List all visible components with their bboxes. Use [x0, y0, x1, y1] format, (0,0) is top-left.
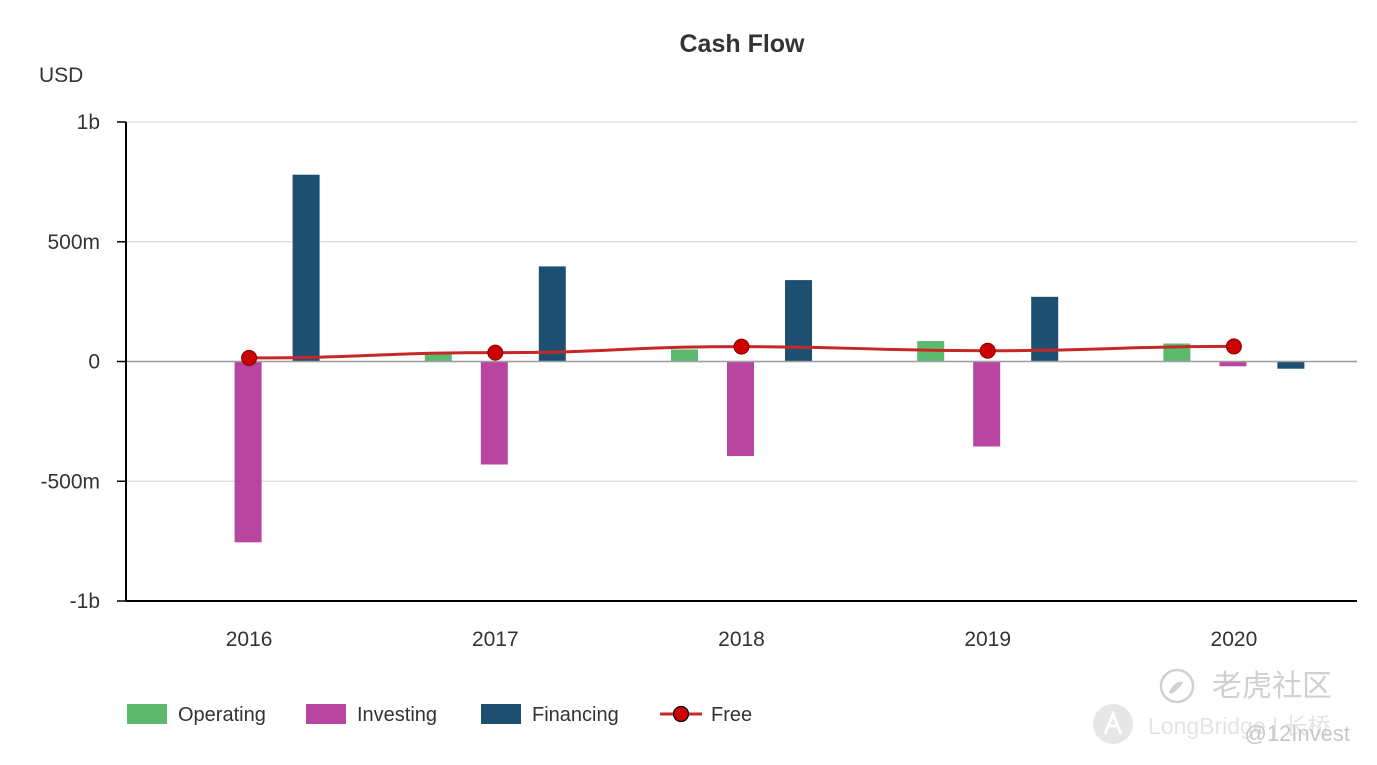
- legend[interactable]: Operating Investing Financing Free: [127, 704, 752, 726]
- bar-operating-2018: [671, 349, 698, 362]
- watermark-user: @12Invest: [1245, 721, 1351, 746]
- legend-item-operating[interactable]: Operating: [127, 704, 266, 726]
- y-tick-label: -1b: [70, 590, 100, 613]
- y-axis-ticks: 1b 500m 0 -500m -1b: [40, 111, 126, 613]
- legend-swatch: [306, 704, 346, 724]
- free-point-2018: [733, 338, 750, 355]
- legend-item-free[interactable]: Free: [660, 704, 752, 726]
- y-tick-label: -500m: [40, 470, 100, 493]
- bar-operating-2017: [424, 353, 452, 362]
- free-point-2016: [241, 349, 258, 366]
- bar-financing-2016: [292, 174, 320, 362]
- bar-investing-2016: [234, 361, 262, 543]
- x-tick-label: 2018: [718, 628, 765, 651]
- watermark-logo-icon: [1159, 668, 1195, 704]
- x-tick-label: 2019: [964, 628, 1011, 651]
- y-tick-label: 1b: [77, 111, 100, 134]
- bar-investing-2018: [727, 361, 754, 457]
- legend-label: Operating: [178, 704, 266, 726]
- y-tick-label: 500m: [47, 231, 100, 254]
- x-tick-label: 2016: [226, 628, 273, 651]
- watermark-brand-cn: 老虎社区: [1212, 670, 1332, 703]
- x-tick-label: 2017: [472, 628, 519, 651]
- legend-swatch-marker: [672, 705, 690, 723]
- bar-financing-2020: [1277, 361, 1305, 369]
- legend-item-investing[interactable]: Investing: [306, 704, 437, 726]
- longbridge-logo-icon: [1093, 704, 1133, 744]
- watermark-brand-en: LongBridge | 长桥: [1148, 713, 1330, 739]
- free-point-2017: [487, 344, 504, 361]
- bar-series: [234, 174, 1305, 543]
- bar-investing-2017: [480, 361, 508, 465]
- x-tick-label: 2020: [1211, 628, 1258, 651]
- x-axis-ticks: 2016 2017 2018 2019 2020: [226, 628, 1258, 651]
- legend-item-financing[interactable]: Financing: [481, 704, 619, 726]
- legend-label: Financing: [532, 704, 619, 726]
- bar-investing-2020: [1219, 361, 1247, 367]
- y-tick-label: 0: [88, 351, 100, 374]
- bar-financing-2017: [538, 266, 566, 362]
- watermark: 老虎社区 LongBridge | 长桥 @12Invest: [1093, 668, 1351, 746]
- legend-swatch: [481, 704, 521, 724]
- free-point-2019: [979, 342, 996, 359]
- y-axis-unit-label: USD: [39, 64, 83, 87]
- legend-swatch: [127, 704, 167, 724]
- axes: [125, 122, 1357, 602]
- chart-title: Cash Flow: [679, 30, 805, 58]
- free-cash-flow-line: [241, 338, 1242, 366]
- legend-label: Free: [711, 704, 752, 726]
- free-point-2020: [1225, 338, 1242, 355]
- legend-label: Investing: [357, 704, 437, 726]
- bar-financing-2018: [785, 280, 812, 362]
- bar-investing-2019: [973, 361, 1001, 447]
